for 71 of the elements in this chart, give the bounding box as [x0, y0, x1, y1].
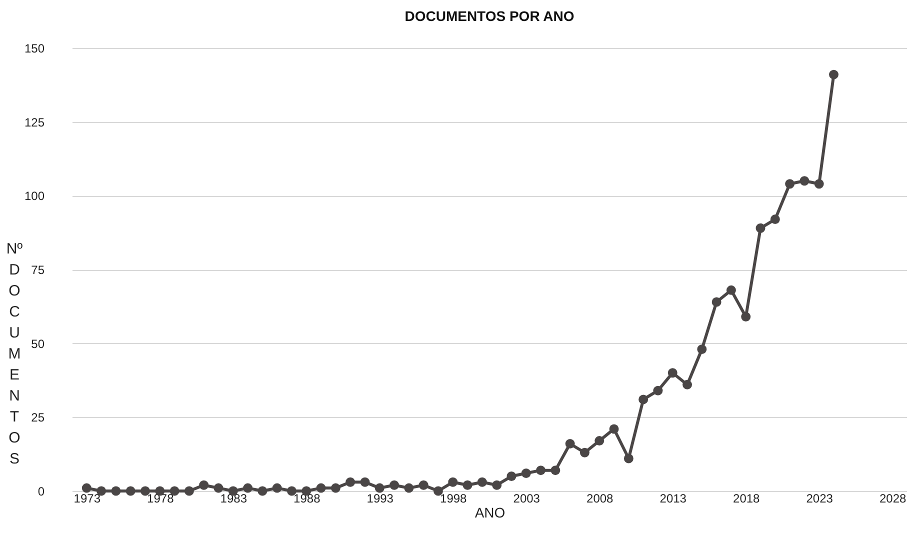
x-axis-title: ANO	[474, 504, 506, 520]
point	[521, 468, 531, 478]
x-tick-label: 1998	[440, 492, 468, 506]
y-tick-label: 50	[31, 336, 45, 351]
x-tick-label: 1978	[147, 492, 174, 506]
point	[330, 483, 340, 493]
point	[126, 486, 136, 496]
point	[814, 179, 824, 189]
point	[653, 386, 663, 396]
point	[756, 223, 766, 233]
point	[404, 483, 414, 493]
y-tick-label: 75	[31, 263, 45, 277]
point	[111, 486, 121, 496]
y-tick-label: 0	[38, 484, 45, 498]
point	[712, 297, 722, 307]
point	[390, 480, 400, 490]
point	[258, 486, 268, 496]
point	[140, 486, 150, 496]
point	[199, 480, 209, 490]
point	[374, 483, 384, 493]
point	[580, 448, 590, 458]
x-tick-label: 1993	[366, 492, 394, 506]
point	[609, 424, 619, 434]
point	[462, 480, 472, 490]
chart-title: DOCUMENTOS POR ANO	[404, 8, 574, 24]
point	[536, 466, 546, 476]
point	[360, 477, 370, 487]
x-tick-label: 2023	[806, 492, 834, 506]
point	[506, 472, 516, 481]
point	[697, 344, 707, 354]
point	[184, 486, 194, 496]
y-tick-label: 100	[24, 189, 45, 204]
point	[492, 480, 502, 490]
point	[418, 480, 428, 490]
point	[243, 483, 253, 493]
point	[477, 477, 487, 487]
y-tick-label: 125	[24, 115, 45, 130]
point	[682, 380, 692, 390]
point	[829, 70, 838, 80]
x-tick-label: 1973	[74, 492, 101, 506]
point	[726, 285, 736, 295]
point	[594, 436, 604, 446]
point	[214, 483, 224, 493]
point	[346, 477, 356, 487]
x-tick-label: 1983	[220, 492, 248, 506]
point	[624, 454, 634, 464]
point	[668, 368, 678, 378]
point	[272, 483, 282, 493]
point	[96, 486, 106, 496]
point	[638, 394, 648, 404]
y-tick-label: 25	[31, 410, 45, 425]
x-tick-label: 2018	[733, 492, 760, 506]
point	[565, 439, 575, 448]
text: Nº DOCUMENTOS	[6, 240, 23, 468]
point	[550, 466, 560, 476]
point	[785, 179, 795, 189]
x-tick-label: 2003	[513, 492, 540, 506]
point	[741, 312, 751, 322]
point	[316, 483, 326, 493]
point	[448, 477, 458, 487]
point	[170, 486, 180, 496]
x-tick-label: 2028	[880, 492, 907, 506]
point	[433, 486, 443, 496]
x-tick-label: 1988	[294, 492, 321, 506]
point	[800, 176, 810, 186]
x-tick-label: 2008	[586, 492, 614, 506]
point	[82, 483, 92, 493]
y-tick-label: 150	[24, 42, 45, 56]
point	[286, 486, 296, 496]
x-tick-label: 2013	[660, 492, 687, 506]
point	[770, 214, 780, 224]
